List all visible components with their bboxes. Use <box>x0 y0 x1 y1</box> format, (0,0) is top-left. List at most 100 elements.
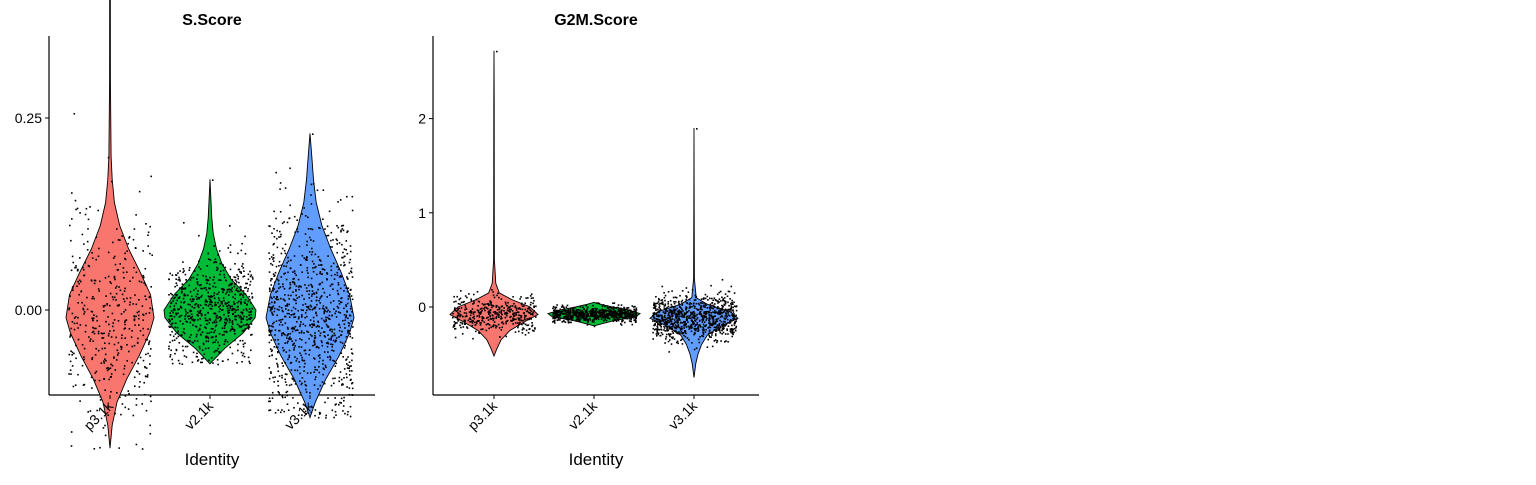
data-point <box>473 317 476 320</box>
data-point <box>271 329 273 332</box>
data-point <box>140 281 143 283</box>
data-point <box>678 331 680 333</box>
data-point <box>131 330 133 332</box>
data-point <box>218 344 221 347</box>
data-point <box>469 317 471 319</box>
data-point <box>323 331 326 333</box>
data-point <box>135 398 138 400</box>
data-point <box>348 272 351 275</box>
data-point <box>170 292 172 295</box>
data-point <box>310 277 313 280</box>
data-point <box>606 307 609 309</box>
data-point <box>201 331 204 333</box>
data-point <box>463 300 465 303</box>
data-point <box>332 300 335 302</box>
data-point <box>100 332 103 334</box>
data-point <box>197 359 200 361</box>
data-point <box>696 317 699 319</box>
data-point <box>303 408 305 410</box>
data-point <box>505 311 508 314</box>
data-point <box>470 299 473 302</box>
data-point <box>238 324 241 327</box>
data-point <box>705 312 707 315</box>
data-point <box>223 327 226 329</box>
data-point <box>232 328 234 330</box>
data-point <box>86 249 89 251</box>
data-point <box>294 345 296 347</box>
data-point <box>474 324 477 326</box>
data-point <box>334 397 336 399</box>
data-point <box>93 332 96 335</box>
data-point <box>235 315 238 318</box>
data-point <box>197 319 199 321</box>
data-point <box>663 307 666 309</box>
data-point <box>315 346 318 349</box>
data-point <box>326 278 328 281</box>
data-point <box>308 290 311 292</box>
data-point <box>496 309 499 311</box>
data-point <box>104 358 106 360</box>
data-point <box>332 339 335 342</box>
data-point <box>584 310 587 312</box>
data-point <box>574 307 576 309</box>
data-point <box>177 308 179 311</box>
data-point <box>284 396 286 399</box>
data-point <box>231 290 233 293</box>
data-point <box>603 311 606 314</box>
data-point <box>222 305 225 307</box>
data-point <box>323 319 325 322</box>
data-point <box>123 365 126 367</box>
data-point <box>630 310 633 313</box>
data-point <box>180 314 183 317</box>
data-point <box>106 303 108 305</box>
data-point <box>524 334 527 336</box>
data-point <box>307 216 309 219</box>
data-point <box>500 312 502 314</box>
data-point <box>492 317 494 320</box>
data-point <box>722 328 725 330</box>
data-point <box>312 307 315 310</box>
data-point <box>526 318 528 320</box>
data-point <box>333 382 335 385</box>
data-point <box>345 249 347 251</box>
data-point <box>714 303 716 305</box>
data-point <box>613 312 615 315</box>
data-point <box>299 264 302 266</box>
data-point <box>322 218 324 220</box>
data-point <box>298 361 300 363</box>
data-point <box>717 317 720 320</box>
data-point <box>304 258 307 261</box>
data-point <box>326 273 329 275</box>
data-point <box>688 307 691 309</box>
data-point <box>628 309 630 311</box>
data-point <box>681 332 683 335</box>
data-point <box>170 302 173 305</box>
data-point <box>561 312 563 314</box>
data-point <box>593 321 595 323</box>
data-point <box>576 315 578 317</box>
data-point <box>577 311 580 314</box>
data-point <box>69 336 71 338</box>
data-point <box>725 312 727 314</box>
data-point <box>558 313 561 316</box>
data-point <box>150 175 152 178</box>
data-point <box>705 328 707 331</box>
data-point <box>583 319 585 321</box>
data-point <box>316 189 319 192</box>
data-point <box>289 282 291 284</box>
data-point <box>308 297 311 299</box>
data-point <box>71 255 74 258</box>
data-point <box>474 311 476 313</box>
data-point <box>348 370 351 372</box>
data-point <box>672 336 674 338</box>
data-point <box>240 249 243 252</box>
data-point <box>269 331 272 333</box>
data-point <box>243 324 245 326</box>
data-point <box>97 330 100 333</box>
data-point <box>268 306 271 308</box>
data-point <box>317 256 320 258</box>
data-point <box>520 315 523 317</box>
data-point <box>682 310 684 312</box>
data-point <box>303 349 306 352</box>
data-point <box>587 319 589 321</box>
